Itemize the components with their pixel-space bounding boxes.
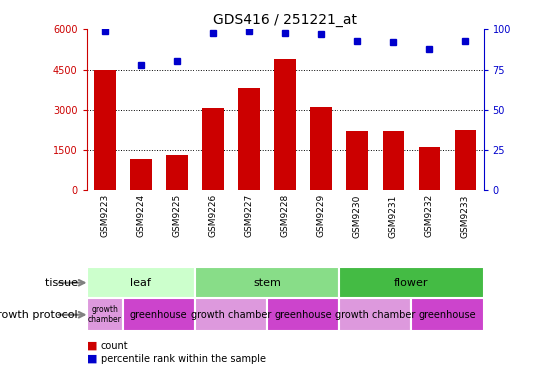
Bar	[195, 267, 339, 298]
Bar	[274, 59, 296, 190]
Bar	[411, 298, 484, 331]
Bar	[339, 267, 484, 298]
Bar	[238, 88, 260, 190]
Text: growth
chamber: growth chamber	[88, 305, 122, 325]
Bar	[202, 108, 224, 190]
Text: GSM9231: GSM9231	[389, 194, 398, 238]
Bar	[267, 298, 339, 331]
Text: flower: flower	[394, 278, 429, 288]
Bar	[339, 298, 411, 331]
Bar	[87, 267, 195, 298]
Bar	[94, 70, 116, 190]
Bar	[123, 298, 195, 331]
Bar	[130, 160, 151, 190]
Text: GSM9228: GSM9228	[281, 194, 290, 238]
Text: greenhouse: greenhouse	[130, 310, 188, 320]
Text: GSM9233: GSM9233	[461, 194, 470, 238]
Text: GSM9224: GSM9224	[136, 194, 145, 237]
Text: GSM9232: GSM9232	[425, 194, 434, 238]
Bar	[166, 156, 188, 190]
Text: GSM9226: GSM9226	[209, 194, 217, 238]
Text: leaf: leaf	[130, 278, 151, 288]
Text: percentile rank within the sample: percentile rank within the sample	[101, 354, 266, 364]
Bar	[310, 107, 332, 190]
Text: growth chamber: growth chamber	[191, 310, 271, 320]
Text: GSM9229: GSM9229	[316, 194, 326, 238]
Text: GSM9223: GSM9223	[100, 194, 109, 238]
Text: greenhouse: greenhouse	[419, 310, 476, 320]
Text: growth protocol: growth protocol	[0, 310, 81, 320]
Bar	[382, 131, 404, 190]
Text: tissue: tissue	[45, 278, 81, 288]
Text: greenhouse: greenhouse	[274, 310, 332, 320]
Bar	[87, 298, 123, 331]
Text: ■: ■	[87, 341, 97, 351]
Text: GSM9230: GSM9230	[353, 194, 362, 238]
Title: GDS416 / 251221_at: GDS416 / 251221_at	[213, 13, 357, 27]
Bar	[419, 147, 440, 190]
Text: stem: stem	[253, 278, 281, 288]
Text: count: count	[101, 341, 128, 351]
Bar	[195, 298, 267, 331]
Text: growth chamber: growth chamber	[335, 310, 415, 320]
Text: GSM9227: GSM9227	[244, 194, 254, 238]
Bar	[347, 131, 368, 190]
Text: GSM9225: GSM9225	[172, 194, 181, 238]
Text: ■: ■	[87, 354, 97, 364]
Bar	[454, 130, 476, 190]
